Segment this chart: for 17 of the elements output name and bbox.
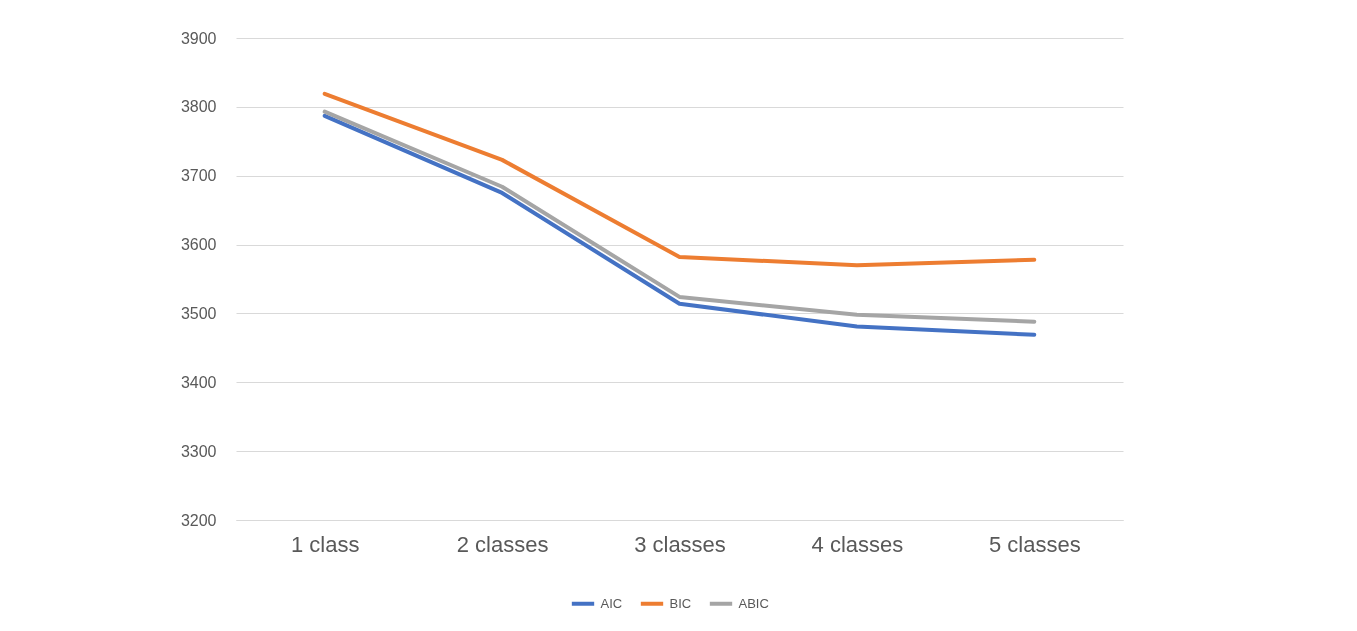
legend-label: AIC [600,595,623,611]
x-tick-label: 3 classes [634,531,726,557]
x-tick-label: 4 classes [811,531,904,557]
y-tick-label: 3300 [180,442,217,460]
legend-label: BIC [669,595,692,611]
legend-label: ABIC [738,595,769,611]
x-tick-label: 5 classes [988,531,1081,557]
y-tick-label: 3800 [180,98,217,116]
x-tick-label: 1 class [290,531,360,557]
y-tick-label: 3700 [180,167,217,185]
x-tick-label: 2 classes [456,531,549,557]
line-series [322,91,1037,268]
y-tick-label: 3900 [180,29,217,47]
y-tick-label: 3200 [180,511,217,529]
y-tick-label: 3600 [180,236,217,254]
y-tick-label: 3400 [180,373,217,391]
y-tick-label: 3500 [180,304,217,322]
